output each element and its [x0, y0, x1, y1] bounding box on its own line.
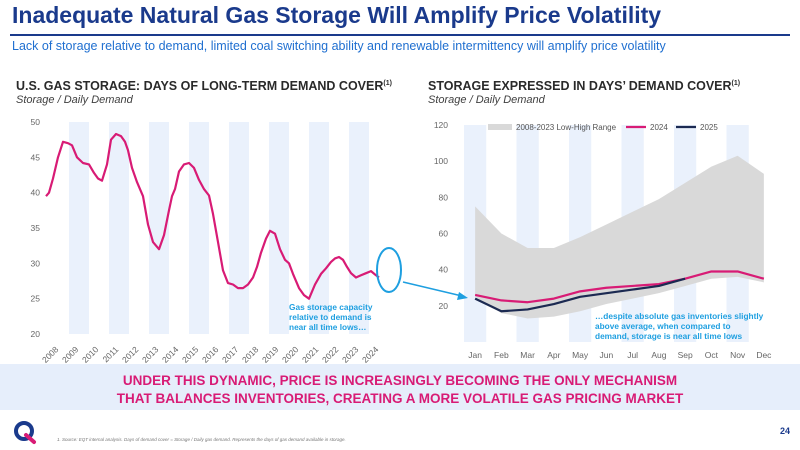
- year-band: [189, 122, 209, 334]
- legend-label: 2024: [650, 123, 668, 132]
- callout-arrow-line: [402, 281, 463, 297]
- banner-line-1: UNDER THIS DYNAMIC, PRICE IS INCREASINGL…: [122, 373, 678, 388]
- x-tick-label: Nov: [730, 350, 746, 360]
- year-band: [309, 122, 329, 334]
- storage-days-line: [45, 132, 380, 300]
- y-tick-label: 60: [439, 229, 449, 239]
- y-tick-label: 20: [439, 301, 449, 311]
- year-band: [149, 122, 169, 334]
- y-tick-label: 35: [31, 223, 41, 233]
- y-tick-label: 25: [31, 294, 41, 304]
- right-callout-line-2: above average, when compared to: [595, 321, 731, 331]
- x-tick-label: Jul: [627, 350, 638, 360]
- x-tick-label: Feb: [494, 350, 509, 360]
- x-tick-label: Jun: [600, 350, 614, 360]
- left-chart-subtitle: Storage / Daily Demand: [16, 94, 133, 106]
- y-tick-label: 120: [434, 120, 448, 130]
- x-tick-label: Jan: [468, 350, 482, 360]
- y-tick-label: 30: [31, 258, 41, 268]
- left-callout-line-2: relative to demand is: [289, 312, 372, 322]
- year-band: [69, 122, 89, 334]
- conclusion-banner: UNDER THIS DYNAMIC, PRICE IS INCREASINGL…: [0, 364, 800, 410]
- legend-label: 2025: [700, 123, 718, 132]
- x-tick-label: May: [572, 350, 589, 360]
- y-tick-label: 20: [31, 329, 41, 339]
- page-number: 24: [779, 426, 790, 436]
- left-callout-line-3: near all time lows…: [289, 322, 366, 332]
- right-callout-line-1: …despite absolute gas inventories slight…: [595, 311, 764, 321]
- x-tick-label: Apr: [547, 350, 560, 360]
- banner-line-2: THAT BALANCES INVENTORIES, CREATING A MO…: [116, 391, 684, 406]
- y-tick-label: 40: [439, 265, 449, 275]
- year-band: [349, 122, 369, 334]
- series-line-2024: [474, 270, 765, 304]
- left-chart-title: U.S. GAS STORAGE: DAYS OF LONG-TERM DEMA…: [16, 79, 392, 93]
- eqt-logo-icon: [14, 421, 36, 444]
- callout-circle: [376, 247, 402, 293]
- footnote: 1. Source: EQT internal analysis. Days o…: [57, 437, 346, 442]
- series-line-2025: [474, 277, 686, 313]
- x-tick-label: Sep: [678, 350, 693, 360]
- y-tick-label: 50: [31, 117, 41, 127]
- x-tick-label: Oct: [705, 350, 719, 360]
- y-tick-label: 45: [31, 152, 41, 162]
- callout-arrow-head: [457, 292, 468, 300]
- year-band: [269, 122, 289, 334]
- year-band: [229, 122, 249, 334]
- left-callout-line-1: Gas storage capacity: [289, 302, 373, 312]
- x-tick-label: Aug: [651, 350, 666, 360]
- title-divider: [10, 34, 790, 36]
- y-tick-label: 40: [31, 188, 41, 198]
- y-tick-label: 100: [434, 156, 448, 166]
- year-band: [109, 122, 129, 334]
- page-subtitle: Lack of storage relative to demand, limi…: [12, 39, 666, 53]
- page-title: Inadequate Natural Gas Storage Will Ampl…: [12, 2, 662, 28]
- right-chart-title: STORAGE EXPRESSED IN DAYS’ DEMAND COVER(…: [428, 79, 741, 93]
- x-tick-label: Mar: [520, 350, 535, 360]
- y-tick-label: 80: [439, 192, 449, 202]
- right-callout-line-3: demand, storage is near all time lows: [595, 331, 742, 341]
- legend-swatch-range: [488, 124, 512, 130]
- x-tick-label: Dec: [756, 350, 772, 360]
- right-chart-subtitle: Storage / Daily Demand: [428, 94, 545, 106]
- legend-label: 2008-2023 Low-High Range: [516, 123, 617, 132]
